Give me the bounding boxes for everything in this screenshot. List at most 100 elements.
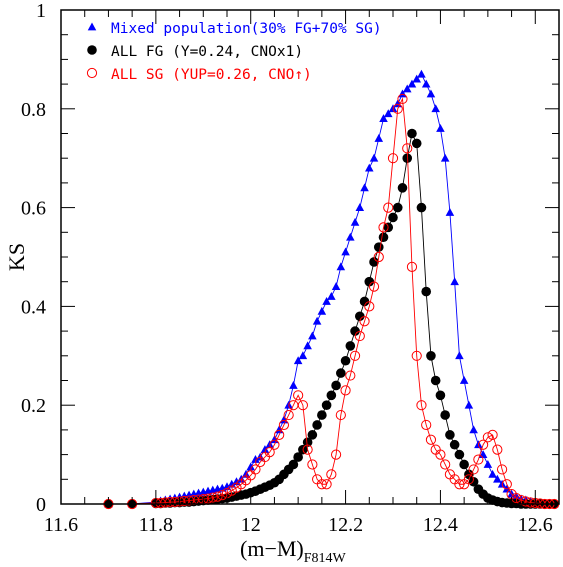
data-point bbox=[288, 459, 299, 470]
data-point bbox=[302, 437, 313, 448]
data-point bbox=[388, 212, 398, 223]
data-point bbox=[293, 452, 303, 462]
x-tick-label: 11.6 bbox=[44, 514, 78, 536]
data-point bbox=[331, 282, 341, 291]
data-point bbox=[345, 370, 356, 381]
data-point bbox=[464, 400, 474, 409]
data-point bbox=[478, 439, 489, 450]
data-point bbox=[264, 447, 275, 458]
data-point bbox=[312, 316, 322, 325]
data-point bbox=[520, 496, 531, 507]
data-point bbox=[316, 479, 327, 490]
data-point bbox=[421, 79, 431, 88]
data-point bbox=[321, 400, 332, 411]
data-point bbox=[297, 400, 308, 411]
data-point bbox=[364, 301, 375, 312]
data-point bbox=[421, 419, 432, 431]
data-point bbox=[450, 277, 459, 286]
legend-marker bbox=[87, 45, 97, 55]
data-point bbox=[289, 380, 298, 389]
data-point bbox=[392, 103, 403, 114]
tick-labels: 11.6 11.8 12 12.2 12.4 12.6 0 0.2 0.4 0.6 0.8 1 bbox=[21, 0, 553, 536]
data-point bbox=[383, 109, 393, 118]
data-point bbox=[350, 326, 360, 336]
data-point bbox=[416, 400, 427, 411]
data-point bbox=[496, 464, 508, 475]
data-point bbox=[373, 242, 384, 252]
data-point bbox=[330, 449, 342, 460]
data-point bbox=[425, 434, 437, 445]
series-2 bbox=[103, 128, 560, 509]
data-point bbox=[331, 380, 341, 391]
data-point bbox=[341, 247, 350, 256]
x-tick-label: 11.8 bbox=[139, 514, 173, 536]
data-point bbox=[459, 459, 469, 470]
series-layer bbox=[103, 69, 560, 510]
data-point bbox=[346, 232, 355, 241]
data-point bbox=[397, 93, 408, 105]
x-tick-label: 12.6 bbox=[518, 514, 553, 536]
data-point bbox=[402, 143, 413, 154]
data-point bbox=[293, 390, 304, 401]
data-point bbox=[468, 464, 479, 475]
y-axis-title: KS bbox=[4, 243, 29, 271]
data-point bbox=[321, 479, 332, 490]
data-point bbox=[298, 351, 308, 360]
y-tick-label: 0.6 bbox=[21, 198, 46, 220]
data-point bbox=[283, 409, 294, 421]
data-point bbox=[278, 419, 290, 431]
ticks-layer bbox=[60, 9, 560, 505]
data-point bbox=[417, 69, 426, 78]
data-point bbox=[402, 84, 412, 93]
data-point bbox=[469, 425, 478, 434]
data-point bbox=[378, 222, 389, 233]
data-point bbox=[487, 429, 498, 440]
data-point bbox=[354, 330, 365, 342]
data-point bbox=[303, 341, 312, 350]
data-point bbox=[407, 128, 417, 139]
data-point bbox=[436, 124, 445, 132]
data-point bbox=[463, 474, 474, 485]
data-point bbox=[379, 114, 388, 123]
data-point bbox=[212, 491, 223, 502]
legend-label: ALL FG (Y=0.24, CNOx1) bbox=[111, 44, 303, 60]
data-point bbox=[407, 79, 417, 88]
x-axis-title-sub: F814W bbox=[304, 551, 347, 566]
data-point bbox=[459, 376, 469, 384]
data-point bbox=[335, 409, 346, 421]
series-line bbox=[108, 73, 555, 505]
data-point bbox=[360, 183, 369, 192]
data-point bbox=[222, 482, 232, 491]
data-point bbox=[326, 469, 337, 480]
data-point bbox=[307, 459, 318, 470]
data-point bbox=[336, 262, 346, 271]
data-point bbox=[269, 439, 280, 450]
legend-marker bbox=[87, 22, 97, 31]
y-tick-label: 0.4 bbox=[21, 296, 46, 318]
data-point bbox=[340, 355, 351, 366]
data-point bbox=[349, 350, 361, 361]
data-point bbox=[454, 449, 465, 460]
data-point bbox=[246, 462, 255, 471]
data-point bbox=[426, 89, 436, 98]
data-point bbox=[350, 217, 360, 226]
data-point bbox=[359, 296, 370, 307]
data-point bbox=[302, 444, 313, 455]
data-point bbox=[392, 202, 403, 213]
data-point bbox=[293, 356, 303, 365]
data-point bbox=[501, 479, 512, 490]
data-point bbox=[369, 257, 379, 267]
data-point bbox=[250, 464, 261, 475]
data-point bbox=[492, 444, 503, 455]
data-point bbox=[387, 153, 399, 164]
legend-label: ALL SG (YUP=0.26, CNO↑) bbox=[111, 67, 312, 83]
data-point bbox=[411, 350, 422, 361]
data-point bbox=[326, 390, 337, 401]
data-point bbox=[412, 74, 421, 83]
data-point bbox=[317, 410, 327, 420]
data-point bbox=[374, 133, 384, 142]
data-point bbox=[217, 490, 228, 501]
data-point bbox=[445, 430, 455, 440]
data-point bbox=[483, 459, 493, 468]
